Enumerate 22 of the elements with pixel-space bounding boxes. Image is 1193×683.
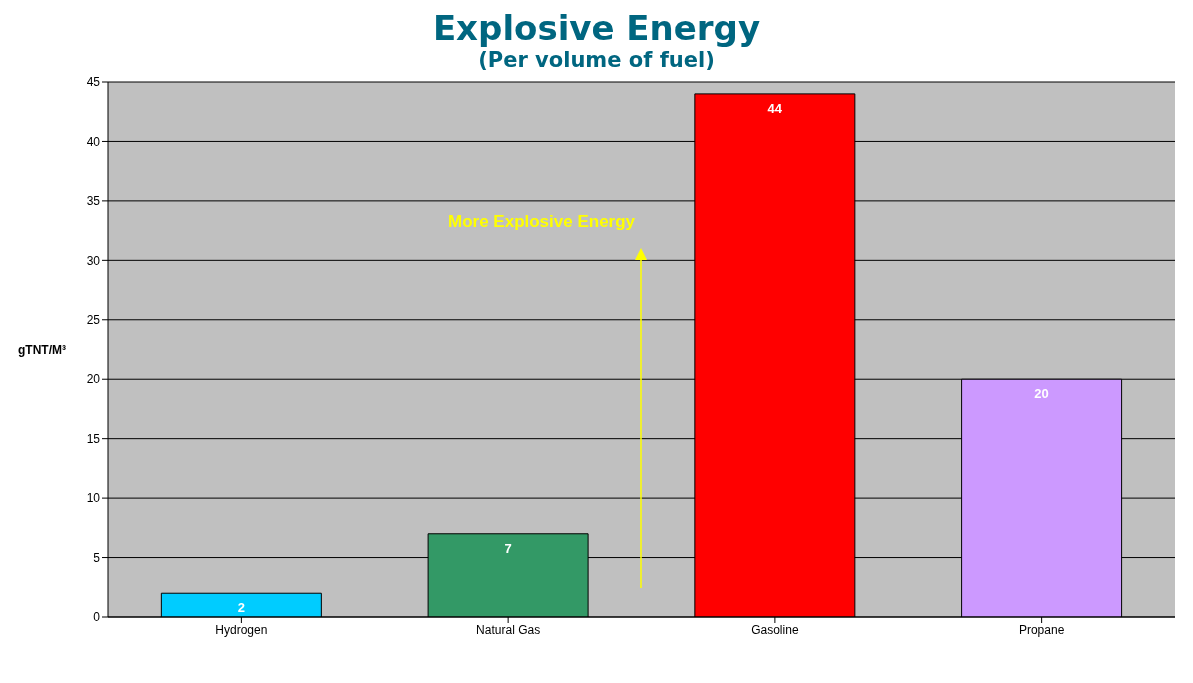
x-tick-label: Natural Gas [476,622,541,637]
annotation: More Explosive Energy [448,212,636,232]
y-tick-label: 10 [86,491,101,506]
data-label: 20 [1034,386,1049,402]
y-tick-label: 25 [86,313,101,328]
y-tick-label: 5 [93,550,101,565]
x-tick-label: Propane [1018,622,1065,637]
chart-subtitle: (Per volume of fuel) [477,48,716,72]
data-label: 2 [237,600,245,616]
y-tick-label: 30 [86,253,101,268]
x-tick-label: Gasoline [751,622,799,637]
data-label: 44 [767,101,783,117]
y-axis-title: gTNT/M³ [18,342,66,357]
data-label: 7 [504,541,512,557]
y-tick-label: 40 [86,134,101,149]
y-tick-label: 35 [86,194,101,209]
y-tick-label: 45 [86,75,101,90]
y-tick-label: 0 [93,610,101,625]
y-tick-label: 20 [86,372,101,387]
chart-title: Explosive Energy [431,8,762,48]
x-tick-label: Hydrogen [215,622,268,637]
y-tick-label: 15 [86,431,101,446]
